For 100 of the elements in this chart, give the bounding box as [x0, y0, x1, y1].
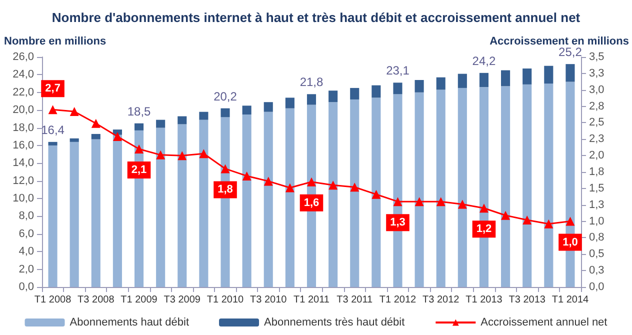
bar — [70, 138, 79, 142]
data-label: 2,7 — [45, 82, 60, 95]
bar — [458, 74, 467, 88]
bar — [414, 92, 424, 287]
y2-tick-label: 0,3 — [589, 264, 604, 277]
point — [544, 219, 554, 228]
y2-tick-label: 2,5 — [589, 116, 604, 129]
point — [436, 197, 446, 206]
bar — [544, 66, 554, 84]
y-tick-label: 20,0 — [12, 104, 34, 116]
bar — [156, 120, 166, 128]
point — [328, 180, 338, 190]
x-tick-label: T3 2011 — [336, 294, 374, 306]
y-axis-title: Nombre en millions — [4, 36, 106, 48]
y2-tick-label: 0,8 — [589, 232, 604, 244]
point — [522, 215, 532, 224]
bar — [242, 106, 252, 114]
bar — [178, 116, 187, 124]
y-tick-label: 12,0 — [12, 174, 34, 187]
bar — [372, 98, 381, 287]
point — [264, 176, 273, 186]
point — [501, 210, 510, 220]
y-tick-label: 18,0 — [12, 122, 34, 134]
point — [307, 177, 316, 186]
bar — [285, 98, 294, 108]
total-label: 20,2 — [214, 89, 238, 104]
y2-tick-label: 2,3 — [589, 133, 604, 146]
y2-tick-label: 1,3 — [589, 198, 604, 211]
legend-label: Accroissement annuel net — [480, 316, 608, 328]
data-label: 1,2 — [476, 223, 492, 236]
x-tick-label: T1 2011 — [294, 294, 330, 306]
y2-tick-label: 1,0 — [589, 215, 604, 228]
point — [91, 118, 100, 128]
y-tick-label: 8,0 — [18, 210, 34, 222]
data-label: 1,8 — [218, 184, 233, 196]
x-tick-label: T1 2013 — [466, 294, 503, 306]
total-label: 21,8 — [300, 75, 324, 90]
x-tick-label: T3 2010 — [250, 294, 288, 306]
bar — [501, 70, 510, 86]
bar — [566, 64, 575, 82]
total-label: 23,1 — [386, 64, 410, 78]
y2-tick-label: 3,0 — [589, 84, 604, 96]
point — [220, 164, 230, 174]
total-label: 24,2 — [472, 54, 496, 68]
y-tick-label: 14,0 — [12, 157, 34, 170]
x-tick-label: T1 2009 — [120, 294, 158, 306]
x-tick-label: T3 2013 — [508, 294, 546, 306]
bar — [393, 82, 402, 94]
y2-tick-label: 2,8 — [589, 100, 604, 112]
x-tick-label: T1 2014 — [552, 294, 589, 306]
bar — [328, 90, 338, 102]
y2-tick-label: 0,5 — [589, 248, 604, 260]
bar — [264, 102, 273, 112]
bar — [501, 86, 510, 287]
bar — [414, 80, 424, 92]
bar — [91, 139, 100, 287]
point — [178, 151, 187, 160]
bar — [156, 128, 166, 287]
bar — [91, 134, 100, 140]
y2-tick-label: 1,8 — [589, 166, 604, 178]
point — [242, 171, 252, 180]
y-tick-label: 24,0 — [12, 68, 34, 81]
bar — [48, 145, 58, 287]
y-tick-label: 6,0 — [18, 228, 34, 240]
y2-tick-label: 2,0 — [589, 150, 604, 162]
x-tick-label: T3 2009 — [164, 294, 201, 306]
bar — [522, 84, 532, 287]
point — [414, 197, 424, 206]
bar — [199, 120, 208, 287]
bar — [285, 108, 294, 287]
y-tick-label: 0,0 — [18, 281, 34, 293]
data-label: 1,0 — [562, 236, 578, 248]
legend-label: Abonnements haut débit — [70, 316, 190, 328]
point — [156, 150, 166, 160]
bar — [328, 102, 338, 287]
point — [479, 204, 488, 213]
chart-title: Nombre d'abonnements internet à haut et très haut débit et accroissement annuel net — [52, 10, 581, 25]
bar — [242, 114, 252, 287]
y2-tick-label: 1,5 — [589, 182, 604, 194]
bar — [350, 99, 360, 287]
total-label: 25,2 — [558, 45, 582, 60]
point — [285, 183, 294, 192]
point — [566, 216, 575, 226]
bar — [436, 77, 446, 90]
bar — [436, 90, 446, 287]
bar — [479, 72, 489, 88]
y2-tick-label: 0,0 — [589, 281, 604, 293]
point — [112, 132, 122, 142]
y-tick-label: 4,0 — [18, 246, 34, 258]
data-label: 1,3 — [390, 216, 406, 229]
point — [199, 149, 208, 158]
bar — [350, 88, 360, 100]
bar — [264, 112, 273, 287]
y-tick-label: 26,0 — [12, 51, 34, 63]
point — [48, 105, 58, 114]
bar — [112, 134, 122, 287]
bar — [178, 124, 187, 287]
y2-axis-title: Accroissement en millions — [490, 36, 629, 48]
x-tick-label: T1 2010 — [206, 294, 244, 306]
x-tick-label: T1 2012 — [379, 294, 417, 306]
